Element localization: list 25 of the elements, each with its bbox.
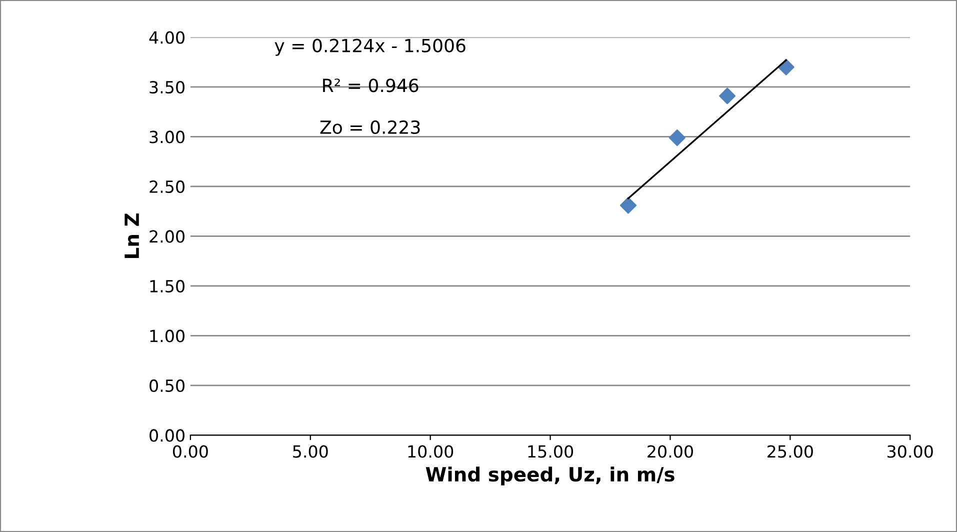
- y-tick-label: 4.00: [149, 31, 184, 44]
- point: [719, 88, 736, 104]
- x-tick-label: 10.00: [408, 445, 454, 458]
- x-tick-label: 25.00: [768, 445, 813, 458]
- y-tick-label: 0.50: [150, 379, 184, 392]
- x-tick-label: 15.00: [528, 445, 574, 458]
- y-tick-label: 3.50: [150, 80, 184, 94]
- annotation: R² = 0.946: [323, 78, 418, 92]
- y-tick-label: 0.00: [150, 429, 184, 442]
- x-tick-label: 0.00: [172, 445, 208, 458]
- x-axis-title: Wind speed, Uz, in m/s: [426, 466, 674, 486]
- y-tick-label: 2.00: [150, 230, 184, 243]
- point: [668, 129, 686, 146]
- x-tick-label: 20.00: [648, 445, 693, 458]
- y-axis-title: Ln Z: [124, 214, 139, 258]
- point: [778, 58, 794, 76]
- y-tick-label: 1.50: [150, 280, 184, 293]
- x-tick-label: 30.00: [888, 445, 933, 458]
- y-tick-label: 3.00: [150, 130, 184, 144]
- annotation: y = 0.2124x - 1.5006: [274, 38, 466, 56]
- point: [620, 197, 637, 214]
- y-tick-label: 2.50: [150, 180, 184, 194]
- x-tick-label: 5.00: [293, 445, 328, 458]
- y-tick-label: 1.00: [150, 330, 184, 342]
- annotation: Zo = 0.223: [320, 120, 420, 134]
